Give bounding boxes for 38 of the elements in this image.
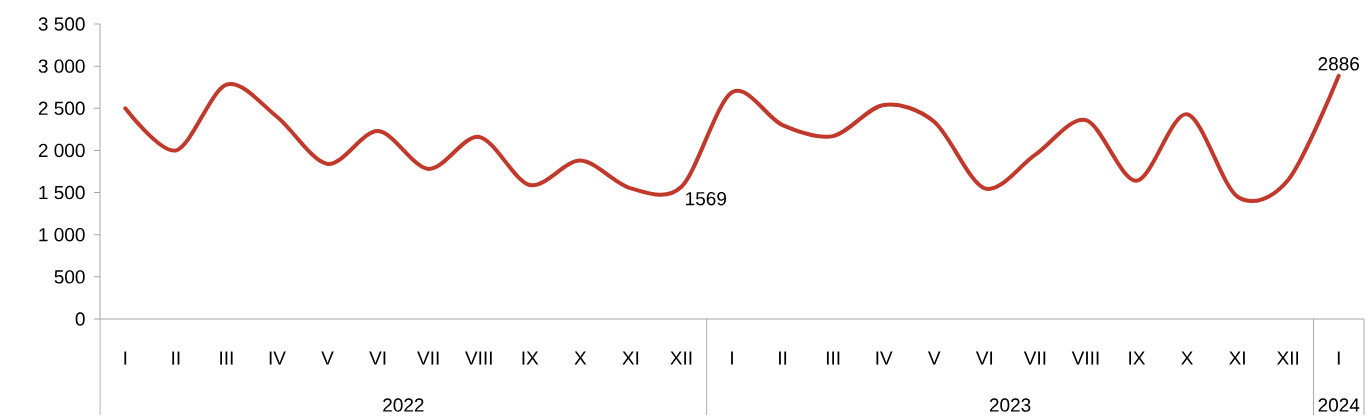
data-label: 2886 <box>1318 57 1360 71</box>
x-tick-label: VII <box>417 351 439 365</box>
y-tick-label: 500 <box>54 270 85 284</box>
y-tick-label: 1 000 <box>39 228 85 242</box>
y-tick-label: 3 000 <box>38 59 85 74</box>
x-tick-label: X <box>574 351 587 365</box>
x-tick-label: IX <box>522 351 539 365</box>
x-tick-label: I <box>124 351 127 365</box>
x-tick-label: VI <box>975 351 993 365</box>
x-tick-label: IV <box>269 351 286 365</box>
x-tick-label: I <box>731 351 733 365</box>
x-tick-label: III <box>826 351 840 365</box>
x-tick-label: VI <box>369 351 386 365</box>
x-tick-label: IV <box>876 351 893 365</box>
y-tick-label: 2 500 <box>38 101 85 116</box>
y-tick-label: 3 500 <box>38 17 85 31</box>
x-tick-label: VIII <box>1071 351 1099 365</box>
x-tick-label: VII <box>1023 351 1046 365</box>
text: 2024 <box>1318 398 1360 413</box>
x-tick-label: IX <box>1129 351 1146 365</box>
x-tick-label: XII <box>1276 351 1299 365</box>
x-tick-label: XI <box>1229 351 1245 365</box>
x-tick-label: X <box>1181 351 1193 365</box>
x-tick-label: XII <box>670 351 692 365</box>
x-tick-label: V <box>927 351 941 365</box>
x-tick-label: III <box>220 351 233 365</box>
x-tick-label: I <box>1337 351 1340 365</box>
text: 2022 <box>383 398 424 413</box>
y-tick-label: 1 500 <box>39 186 85 200</box>
text: 2023 <box>989 398 1031 413</box>
x-tick-label: XI <box>622 351 639 365</box>
x-tick-label: II <box>172 351 180 365</box>
x-tick-label: VIII <box>465 351 492 365</box>
y-tick-label: 0 <box>75 312 85 326</box>
y-tick-label: 2 000 <box>38 143 85 158</box>
data-label: 1569 <box>686 192 726 206</box>
x-tick-label: V <box>321 351 334 365</box>
x-tick-label: II <box>779 351 787 365</box>
